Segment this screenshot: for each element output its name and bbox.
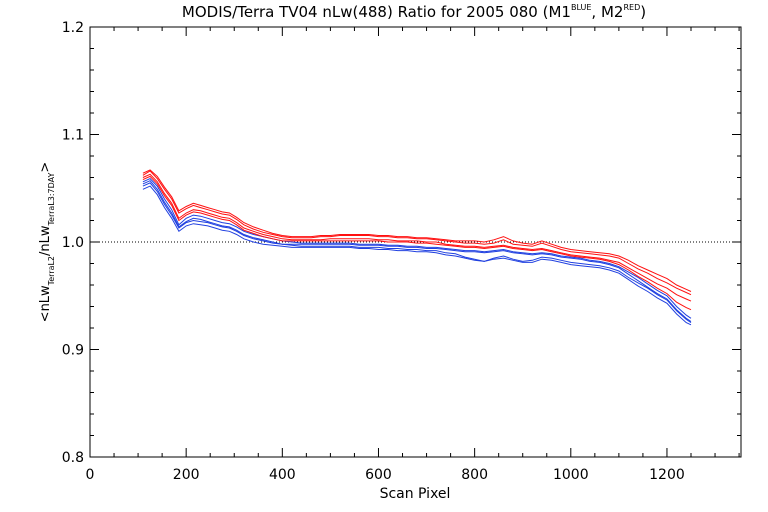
y-label-c: > (38, 162, 53, 173)
series-line-m2-8 (142, 169, 692, 292)
series-line-m1-1 (142, 178, 692, 319)
title-main: MODIS/Terra TV04 nLw(488) Ratio for 2005… (182, 3, 571, 21)
x-tick-label: 1200 (649, 467, 685, 483)
y-tick-label: 0.8 (62, 450, 84, 466)
series-line-m2-6 (142, 170, 692, 296)
x-tick-label: 0 (86, 467, 95, 483)
series-line-m1-2 (142, 180, 692, 324)
x-tick-label: 400 (269, 467, 296, 483)
x-tick-label: 600 (365, 467, 392, 483)
chart-title: MODIS/Terra TV04 nLw(488) Ratio for 2005… (182, 3, 646, 21)
y-tick-label: 0.9 (62, 343, 84, 359)
title-sup-blue: BLUE (571, 3, 591, 12)
series-layer (142, 169, 692, 326)
y-tick-label: 1.0 (62, 235, 84, 251)
x-tick-label: 200 (173, 467, 200, 483)
title-end: ) (640, 3, 646, 21)
x-axis-label: Scan Pixel (380, 486, 451, 502)
y-label-sub1: TerraL2 (47, 256, 56, 286)
title-sup-red: RED (623, 3, 640, 12)
series-line-m2-7 (142, 175, 692, 311)
y-label-b: /nLw (38, 225, 53, 256)
y-label-sub2: TerraL3:7DAY (47, 172, 56, 226)
axes: 0 200 400 600 800 1000 1200 0.8 0.9 1.0 1.1 1.2 (62, 20, 742, 483)
y-axis-label: <nLwTerraL2/nLwTerraL3:7DAY> (38, 162, 56, 323)
x-tick-label: 1000 (553, 467, 589, 483)
y-tick-label: 1.2 (62, 20, 84, 36)
title-mid: , M2 (591, 3, 623, 21)
y-tick-label: 1.1 (62, 128, 84, 144)
x-tick-label: 800 (461, 467, 488, 483)
series-line-m2-5 (142, 173, 692, 302)
series-line-m1-4 (142, 185, 692, 326)
series-line-m1-3 (142, 182, 692, 322)
y-label-a: <nLw (38, 285, 53, 322)
plot-frame (89, 26, 742, 458)
